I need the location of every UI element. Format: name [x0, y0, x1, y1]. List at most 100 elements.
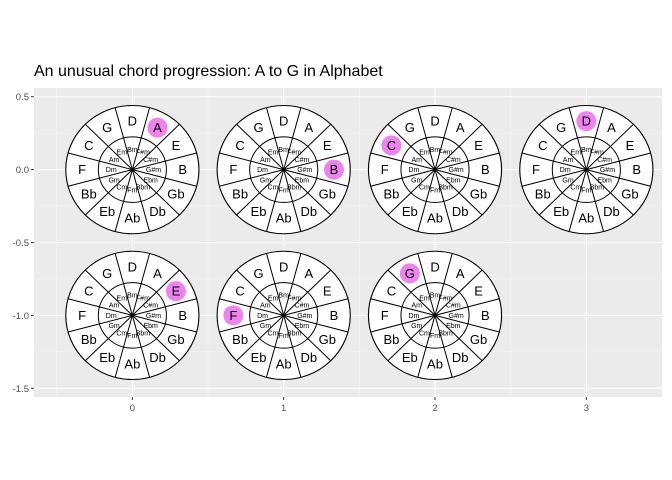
highlight-marker [324, 159, 345, 180]
major-chord-label: D [279, 114, 288, 129]
minor-chord-label: Bm [278, 147, 289, 154]
wheel-spoke [387, 315, 436, 362]
wheel-spoke [417, 253, 436, 316]
wheel-spoke [434, 269, 483, 316]
minor-chord-label: Em [268, 295, 279, 302]
minor-chord-label: Am [260, 157, 271, 164]
major-chord-label: Eb [402, 350, 418, 365]
major-chord-label: D [279, 259, 288, 274]
minor-chord-label: Em [419, 295, 430, 302]
minor-chord-label: Fm [279, 333, 289, 340]
minor-chord-label: F#m [590, 150, 604, 157]
minor-chord-label: Dm [560, 167, 571, 174]
minor-chord-label: C#m [597, 157, 612, 164]
wheel-spoke [283, 107, 302, 170]
minor-chord-label: F#m [287, 295, 301, 302]
wheel-spoke [236, 169, 285, 216]
major-chord-label: G [102, 266, 112, 281]
minor-chord-label: Ebm [597, 177, 612, 184]
y-axis: 0.5 0.0 -0.5 -1.0 -1.5 [13, 92, 34, 395]
major-chord-label: Bb [81, 332, 97, 347]
wheel-spoke [586, 169, 651, 187]
minor-chord-label: Ebm [143, 177, 158, 184]
wheel-spoke [219, 298, 284, 316]
major-chord-label: Bb [383, 186, 399, 201]
minor-chord-label: Am [411, 303, 422, 310]
highlight-marker [381, 135, 402, 156]
major-chord-label: E [474, 284, 483, 299]
wheel-spoke [114, 253, 133, 316]
wheel-spoke [434, 169, 500, 187]
wheel-spoke [585, 123, 634, 170]
wheel-spoke [132, 269, 180, 316]
major-chord-label: Bb [81, 186, 97, 201]
minor-chord-label: C#m [446, 303, 461, 310]
y-tick-label: 0.0 [16, 165, 29, 176]
major-chord-label: E [626, 138, 635, 153]
wheel-spoke [67, 152, 133, 171]
minor-chord-label: Bbm [287, 330, 302, 337]
major-chord-label: Ab [578, 211, 594, 226]
wheel-spoke [538, 123, 587, 170]
major-chord-label: F [229, 308, 237, 323]
wheel-spoke [283, 315, 332, 362]
chart-title: An unusual chord progression: A to G in … [34, 63, 383, 80]
major-chord-label: Gb [319, 332, 336, 347]
minor-chord-label: C#m [143, 303, 158, 310]
wheel-spoke [434, 314, 500, 333]
major-chord-label: G [556, 120, 566, 135]
minor-chord-label: C#m [143, 157, 158, 164]
minor-chord-label: Am [109, 157, 120, 164]
major-chord-label: G [253, 266, 263, 281]
wheel-spoke [131, 107, 151, 170]
major-chord-label: A [607, 120, 616, 135]
minor-chord-label: Em [419, 150, 430, 157]
major-chord-label: B [632, 162, 641, 177]
y-tick-label: -0.5 [13, 238, 29, 249]
x-axis: 0 1 2 3 [130, 397, 589, 414]
minor-chord-label: F#m [439, 150, 453, 157]
major-chord-label: B [481, 162, 490, 177]
wheel-spoke [283, 314, 349, 333]
minor-chord-label: Bbm [590, 185, 605, 192]
major-chord-label: Db [301, 204, 318, 219]
major-chord-label: Db [149, 350, 166, 365]
major-chord-label: G [405, 266, 415, 281]
major-chord-label: Eb [99, 204, 115, 219]
major-chord-label: Db [603, 204, 620, 219]
minor-chord-label: Ebm [446, 323, 461, 330]
wheel-spoke [434, 315, 483, 362]
wheel-spoke [417, 315, 436, 378]
wheel-spoke [132, 152, 197, 171]
minor-chord-label: F#m [287, 150, 301, 157]
wheel-spoke [219, 169, 284, 187]
highlight-marker [399, 263, 420, 284]
wheel-spoke [370, 169, 436, 187]
major-chord-label: E [172, 284, 181, 299]
minor-chord-label: G#m [449, 313, 464, 320]
wheel-spoke [132, 123, 180, 170]
wheel-spoke [84, 169, 133, 216]
wheel-spoke [417, 107, 436, 170]
minor-chord-label: Fm [279, 187, 289, 194]
wheel-spoke [434, 107, 453, 170]
wheel-spoke [538, 169, 587, 216]
major-chord-label: C [84, 284, 93, 299]
wheel-inner-circle [249, 282, 319, 349]
wheel-spoke [568, 107, 587, 170]
major-chord-label: F [78, 308, 86, 323]
wheel-spoke [67, 169, 133, 187]
wheel-spoke [370, 314, 436, 333]
wheel-spoke [585, 169, 634, 216]
x-tick-label: 0 [130, 403, 135, 414]
minor-chord-label: Am [109, 303, 120, 310]
major-chord-label: Ab [276, 356, 292, 371]
minor-chord-label: G#m [297, 313, 312, 320]
wheel-spoke [236, 315, 285, 362]
minor-chord-label: G#m [600, 167, 615, 174]
wheel-spoke [114, 107, 133, 170]
